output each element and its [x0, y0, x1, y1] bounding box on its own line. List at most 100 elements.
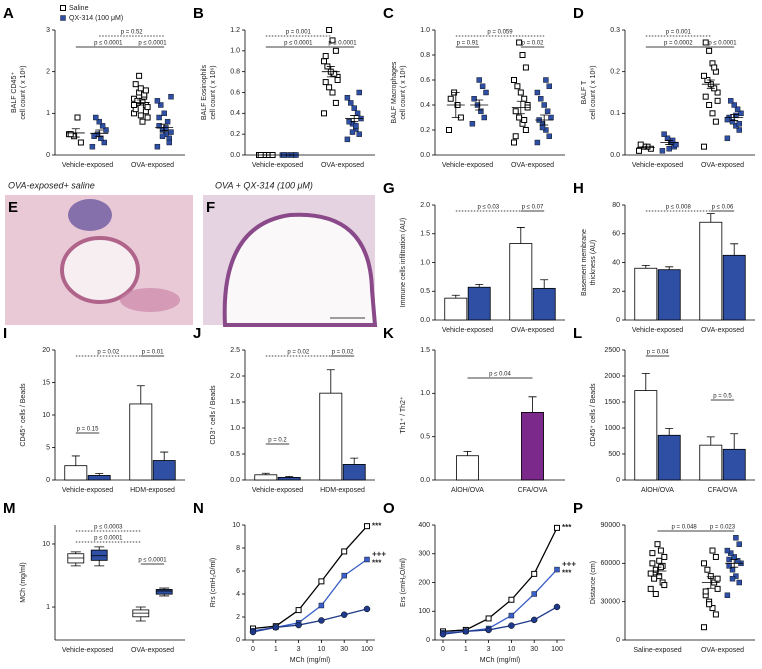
panel: K Th1⁺ / Th2⁺ 0.0 0.5 1.0 1.5 AlOH/OVA CFA/OVA p…: [383, 325, 565, 494]
error-bar: [160, 451, 169, 461]
error-bar: [451, 294, 460, 299]
marker: [538, 96, 544, 102]
marker: [354, 110, 361, 117]
panel: J CD3⁺ cells / Beads 0.0 0.5 1.0 1.5 2.0 2.5 Veh…: [193, 325, 375, 494]
marker: [733, 112, 739, 119]
panel: A BALF CD45⁺ cell count ( x 10⁶) 0 1 2 3 Vehicl…: [3, 5, 185, 169]
marker: [326, 84, 333, 91]
x-category-label: Vehicle-exposed: [442, 162, 493, 169]
marker: [729, 575, 736, 582]
error-bar: [71, 128, 80, 138]
error-bar: [730, 559, 739, 568]
marker: [709, 110, 716, 117]
panel-letter: I: [3, 325, 7, 342]
marker: [514, 83, 521, 90]
marker: [344, 95, 351, 101]
y-tick-label: 2: [46, 69, 50, 76]
p-value: p = 0.01: [142, 350, 165, 356]
marker: [332, 99, 339, 106]
marker: [521, 95, 528, 102]
y-axis-label: BALF T: [581, 80, 588, 104]
x-category-label: AlOH/OVA: [641, 487, 674, 494]
marker: [322, 79, 329, 86]
p-value: p = 0.048: [672, 525, 698, 531]
marker: [154, 98, 161, 104]
marker: [156, 114, 162, 121]
x-category-label: CFA/OVA: [518, 487, 548, 494]
marker: [364, 556, 370, 563]
x-axis-label: MCh (mg/ml): [290, 657, 330, 664]
y-tick-label: 0.0: [420, 477, 430, 484]
y-tick-label: 0.2: [230, 131, 240, 138]
y-axis-label: cell count ( x 10⁶): [210, 65, 217, 119]
x-tick-label: 3: [487, 646, 491, 653]
airway: [60, 236, 140, 304]
marker: [136, 72, 143, 79]
marker: [485, 615, 492, 622]
panel-letter: N: [193, 500, 204, 517]
y-tick-label: 2.0: [420, 202, 430, 209]
tissue: [120, 288, 180, 312]
marker: [161, 110, 167, 117]
p-value: p = 0.5: [713, 394, 732, 400]
marker: [341, 572, 347, 579]
marker: [724, 135, 731, 142]
error-bar: [516, 227, 525, 244]
significance: +++: [372, 550, 386, 559]
y-tick-label: 0: [426, 637, 430, 644]
panel-letter: D: [573, 5, 584, 22]
marker: [318, 602, 325, 609]
marker: [134, 97, 141, 104]
bar: [521, 411, 544, 481]
box: [155, 589, 173, 595]
y-tick-label: 5: [46, 444, 50, 451]
p-value: p = 0.0002: [664, 41, 693, 47]
p-value: p ≤ 0.0001: [138, 41, 167, 47]
y-tick-label: 0.0: [230, 477, 240, 484]
p-value: p = 0.023: [710, 525, 736, 531]
bar: [699, 444, 723, 481]
y-tick-label: 2.5: [230, 347, 240, 354]
p-value: p = 0.91: [457, 41, 480, 47]
x-tick-label: 1: [274, 646, 278, 653]
y-tick-label: 0.2: [610, 69, 620, 76]
y-tick-label: 1.0: [420, 27, 430, 34]
x-tick-label: 30: [530, 646, 538, 653]
legend-marker: [60, 15, 66, 21]
airway: [222, 212, 378, 327]
panel-letter: F: [206, 199, 215, 216]
bar: [319, 392, 343, 481]
error-bar: [326, 369, 335, 394]
y-tick-label: 10: [42, 541, 50, 548]
y-tick-label: 0.0: [420, 317, 430, 324]
y-axis-label: CD3⁺ cells / Beads: [210, 385, 217, 445]
y-tick-label: 100: [418, 608, 430, 615]
marker: [714, 575, 721, 582]
error-bar: [665, 140, 674, 145]
panel: P Distance (cm) 0 30000 60000 90000 Saline-exp…: [573, 500, 755, 654]
marker: [712, 611, 719, 618]
error-bar: [706, 79, 715, 89]
image-title: OVA + QX-314 (100 μM): [215, 180, 313, 190]
x-category-label: Vehicle-exposed: [62, 487, 113, 494]
panel: I CD45⁺ cells / Beads 0 5 10 15 20 Vehicle-expo…: [3, 325, 185, 494]
marker: [476, 77, 482, 83]
marker: [103, 127, 109, 133]
marker: [469, 121, 476, 127]
p-value: p ≤ 0.0001: [138, 558, 167, 564]
marker: [329, 89, 336, 96]
error-bar: [350, 457, 359, 465]
y-axis-label: CD45⁺ cells / Beads: [590, 383, 597, 447]
marker: [295, 621, 302, 629]
p-value: p ≤ 0.0001: [708, 41, 737, 47]
x-category-label: OVA-exposed: [321, 162, 364, 169]
error-bar: [475, 283, 484, 288]
x-category-label: HDM-exposed: [320, 487, 365, 494]
panel-letter: M: [3, 500, 16, 517]
marker: [661, 582, 668, 589]
x-tick-label: 30: [340, 646, 348, 653]
line: [252, 525, 368, 630]
marker: [637, 141, 644, 148]
histology-e: OVA-exposed+ saline E: [5, 180, 193, 325]
